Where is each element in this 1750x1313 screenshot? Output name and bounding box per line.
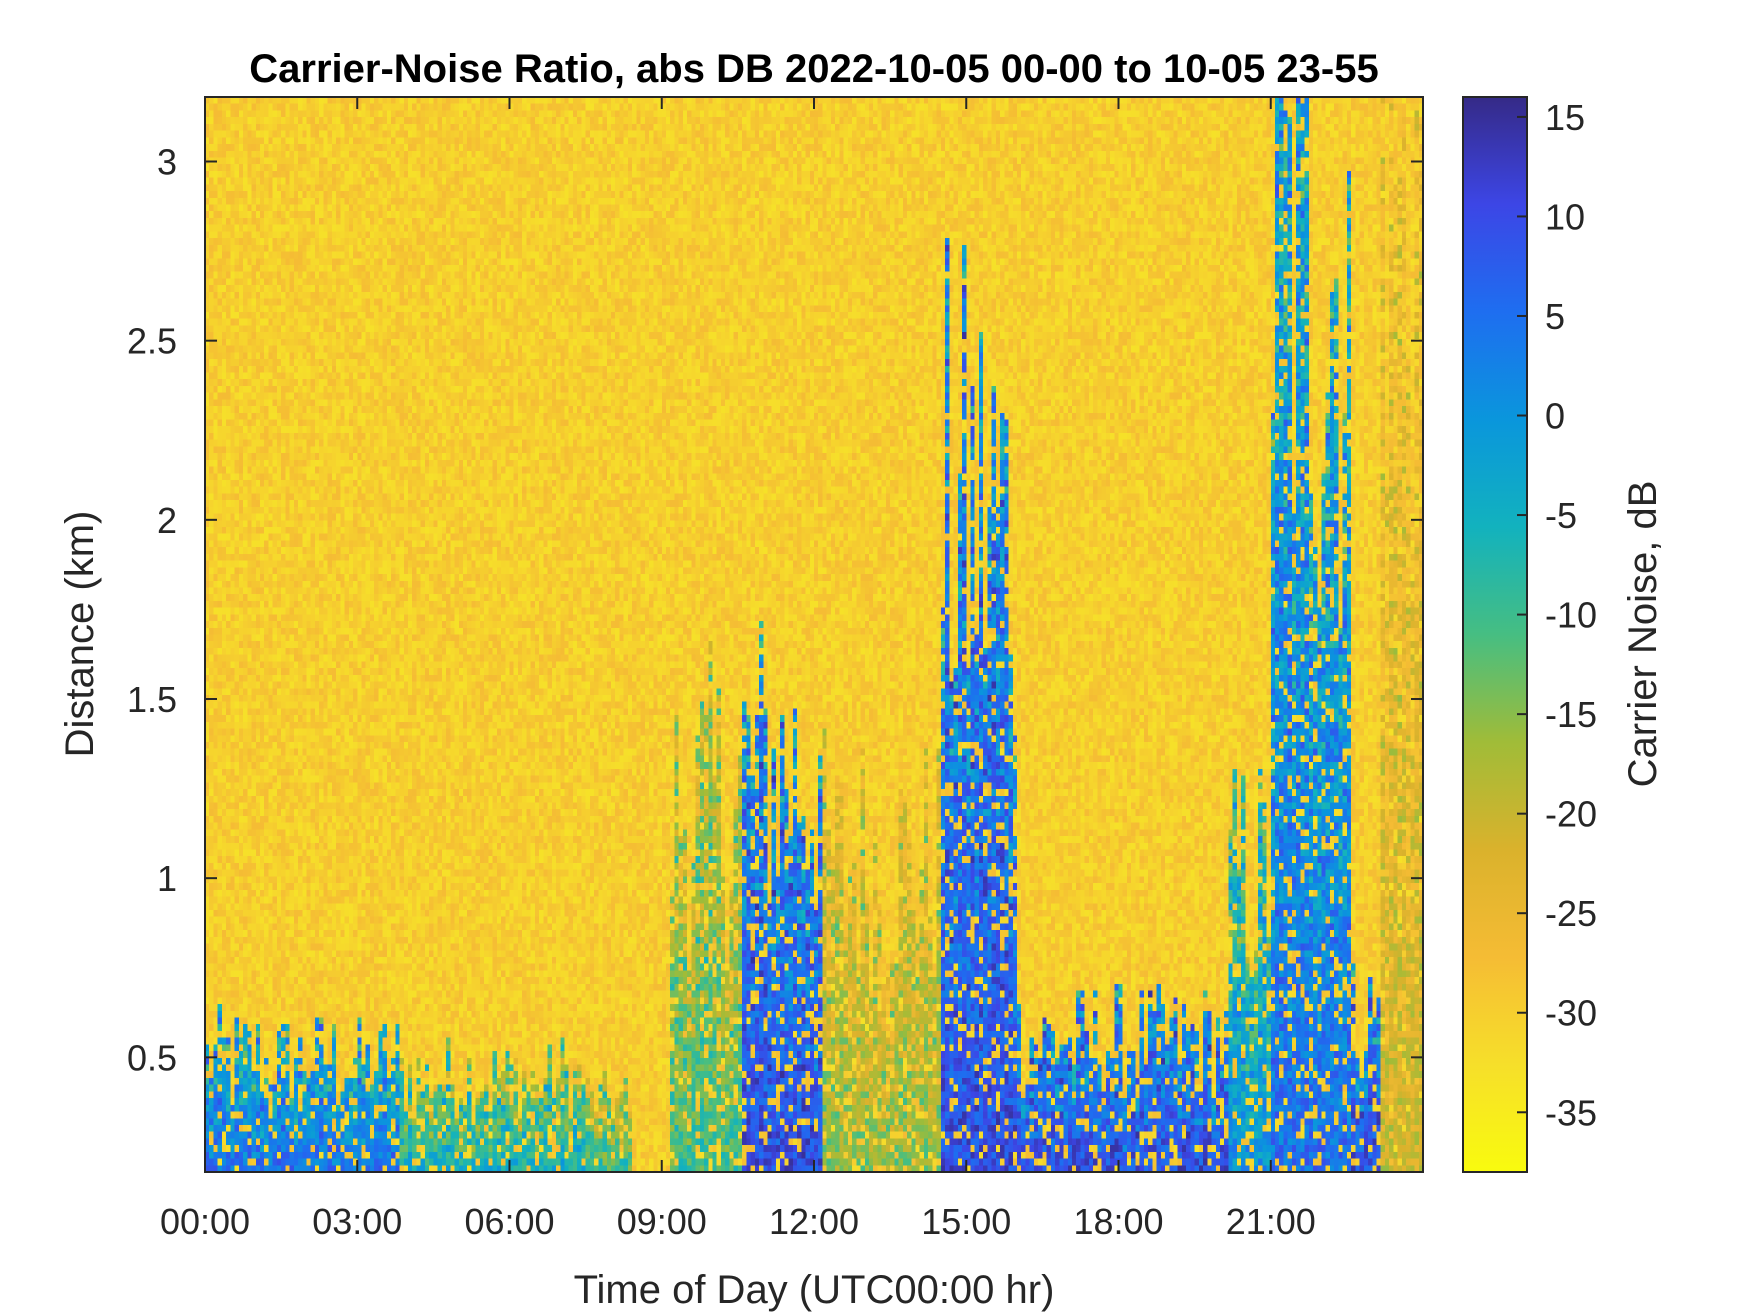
colorbar-tick-label: 0 [1545,396,1565,437]
x-axis: 00:00 03:00 06:00 09:00 12:00 15:00 18:00 21:00 [160,97,1316,1242]
x-axis-label: Time of Day (UTC00:00 hr) [574,1268,1055,1312]
y-tick-label: 2 [157,500,177,541]
y-tick-label: 1 [157,858,177,899]
x-tick-label: 03:00 [312,1201,402,1242]
y-tick-label: 1.5 [127,679,177,720]
x-tick-label: 12:00 [769,1201,859,1242]
y-tick-label: 3 [157,142,177,183]
colorbar-tick-label: -25 [1545,893,1597,934]
x-tick-label: 15:00 [921,1201,1011,1242]
colorbar-tick-label: -30 [1545,993,1597,1034]
colorbar-frame [1462,96,1528,1173]
x-tick-label: 21:00 [1226,1201,1316,1242]
colorbar-tick-label: 15 [1545,97,1585,138]
y-tick-label: 0.5 [127,1037,177,1078]
x-tick-label: 00:00 [160,1201,250,1242]
y-axis-label: Distance (km) [58,511,102,758]
colorbar-tick-label: -5 [1545,495,1577,536]
x-tick-label: 06:00 [464,1201,554,1242]
x-tick-label: 09:00 [617,1201,707,1242]
colorbar-tick-label: -35 [1545,1092,1597,1133]
plot-area [205,97,1423,1172]
colorbar: 15 10 5 0 -5 -10 -15 -20 -25 -30 -35 [1462,96,1597,1173]
colorbar-tick-label: -20 [1545,794,1597,835]
colorbar-tick-label: -10 [1545,595,1597,636]
y-axis: 0.5 1 1.5 2 2.5 3 [127,142,1423,1078]
colorbar-label: Carrier Noise, dB [1621,481,1665,788]
x-tick-label: 18:00 [1073,1201,1163,1242]
colorbar-tick-label: -15 [1545,694,1597,735]
heatmap-cells [205,97,1423,1172]
chart-title: Carrier-Noise Ratio, abs DB 2022-10-05 0… [249,47,1378,91]
colorbar-tick-label: 10 [1545,196,1585,237]
y-tick-label: 2.5 [127,321,177,362]
colorbar-ticks: 15 10 5 0 -5 -10 -15 -20 -25 -30 -35 [1517,97,1597,1133]
colorbar-tick-label: 5 [1545,296,1565,337]
colorbar-gradient [1463,97,1527,1172]
